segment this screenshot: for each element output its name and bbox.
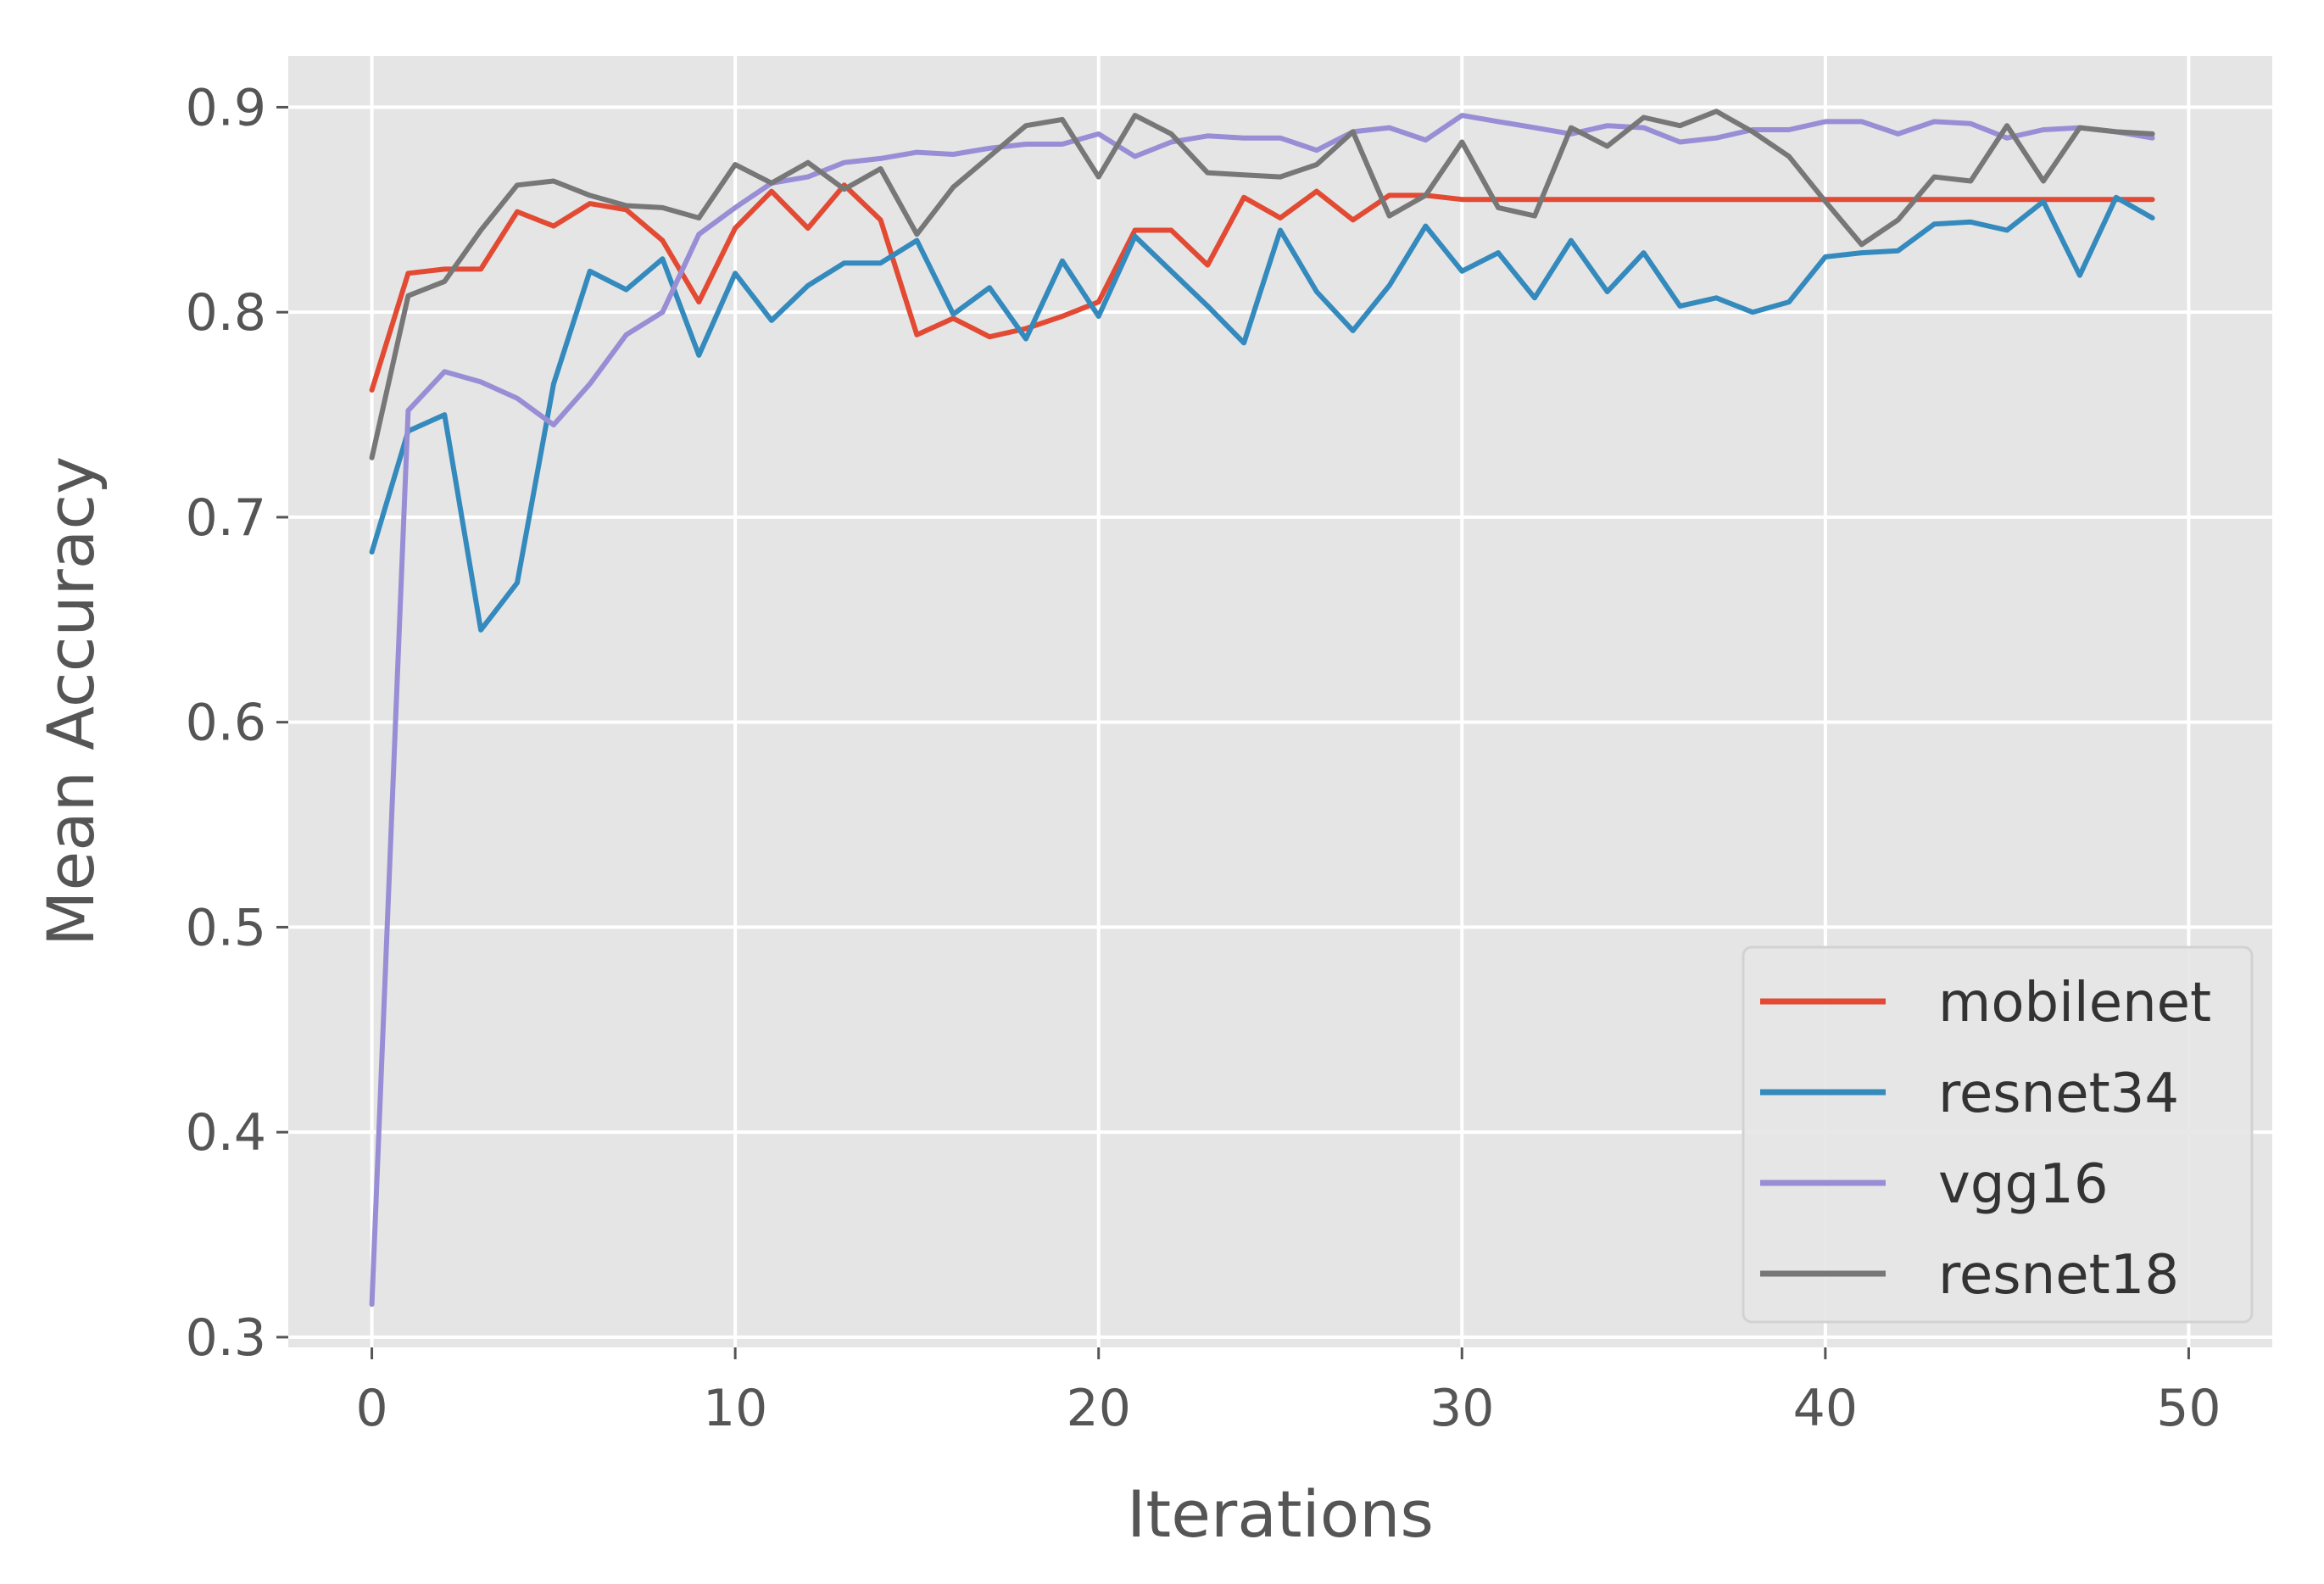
legend-box [1742, 945, 2254, 1324]
axis-ticks: 0 10 20 30 40 50 0.3 0.4 0.5 0.6 0.7 0.8 0.9 [186, 78, 2221, 1438]
y-tick-label: 0.3 [186, 1308, 266, 1368]
y-tick-label: 0.7 [186, 488, 266, 548]
legend-label-resnet18: resnet18 [1938, 1244, 2179, 1307]
y-tick-label: 0.9 [186, 78, 266, 137]
x-tick-label: 20 [1067, 1379, 1131, 1438]
series-line-vgg16 [369, 113, 2155, 1308]
gridlines [288, 56, 2272, 1347]
y-axis-label: Mean Accuracy [33, 456, 109, 946]
y-tick-label: 0.8 [186, 283, 266, 343]
series-lines [369, 109, 2155, 1308]
y-tick-label: 0.5 [186, 898, 266, 957]
x-tick-label: 40 [1793, 1379, 1858, 1438]
y-tick-label: 0.6 [186, 694, 266, 753]
legend-label-vgg16: vgg16 [1938, 1153, 2109, 1216]
x-axis-label: Iterations [1127, 1476, 1434, 1552]
legend-label-mobilenet: mobilenet [1938, 972, 2211, 1035]
series-line-mobilenet [369, 182, 2155, 393]
legend-label-resnet34: resnet34 [1938, 1063, 2179, 1125]
x-tick-label: 30 [1430, 1379, 1494, 1438]
x-tick-label: 50 [2156, 1379, 2221, 1438]
x-tick-label: 0 [355, 1379, 387, 1438]
legend: mobilenet resnet34 vgg16 resnet18 [1742, 945, 2254, 1324]
y-tick-label: 0.4 [186, 1103, 266, 1163]
x-tick-label: 10 [703, 1379, 767, 1438]
series-line-resnet18 [369, 109, 2155, 460]
series-line-resnet34 [369, 194, 2155, 633]
